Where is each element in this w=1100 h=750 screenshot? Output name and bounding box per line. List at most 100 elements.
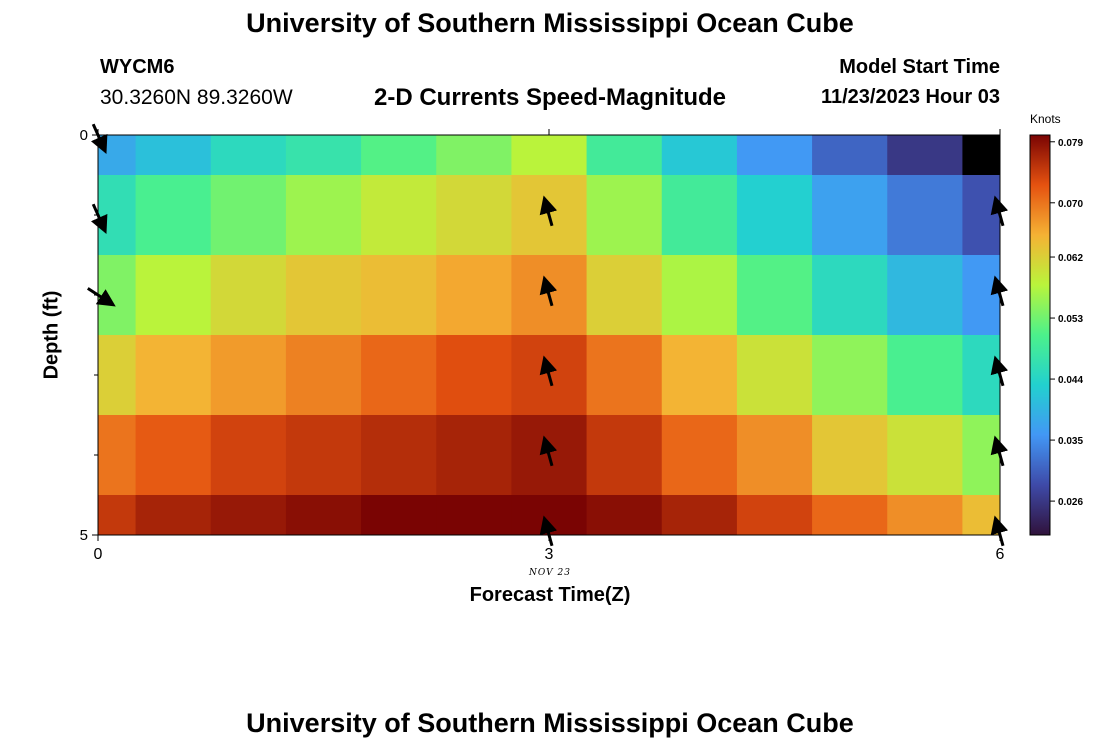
heatmap-cell [887,415,963,496]
current-vector-arrow [539,275,558,307]
heatmap-cell [436,175,512,256]
heatmap-cell [887,135,963,176]
heatmap-cell [812,135,888,176]
y-axis-label: Depth (ft) [40,290,63,380]
colorbar-tick-label: 0.035 [1058,436,1083,447]
current-vector-arrow [539,355,558,387]
heatmap-cell [98,415,137,496]
heatmap-cell [285,335,362,416]
heatmap-cell [586,415,663,496]
y-tick-label: 0 [80,127,88,144]
heatmap-cell [736,495,813,536]
heatmap-cell [586,135,663,176]
heatmap-cell [210,135,287,176]
heatmap-cell [285,135,362,176]
heatmap-cell [661,175,738,256]
colorbar-tick-label: 0.053 [1058,314,1083,325]
heatmap-cell [361,495,437,536]
colorbar-tick-label: 0.070 [1058,199,1083,210]
station-coordinates: 30.3260N 89.3260W [100,86,293,109]
heatmap-cell [436,495,512,536]
heatmap-cell [962,415,1001,496]
heatmap-cell [887,495,963,536]
heatmap-cell [98,175,137,256]
heatmap-cell [736,335,813,416]
heatmap-cell [736,255,813,336]
heatmap-cell [98,335,137,416]
heatmap-cell [812,175,888,256]
current-vector-arrow [539,435,558,467]
heatmap-cell [361,335,437,416]
heatmap-cell [812,415,888,496]
heatmap-cell [436,135,512,176]
x-tick-label: 6 [996,546,1005,563]
heatmap-cell [736,415,813,496]
x-tick-label: 0 [94,546,103,563]
heatmap-cell [135,255,212,336]
colorbar-tick-label: 0.079 [1058,138,1083,149]
heatmap-cell [135,415,212,496]
heatmap-cell [887,335,963,416]
current-vector-arrow [539,195,558,227]
heatmap-cell [812,255,888,336]
colorbar-tick-label: 0.026 [1058,497,1083,508]
footer-title: University of Southern Mississippi Ocean… [246,708,854,738]
model-start-value: 11/23/2023 Hour 03 [820,86,1000,108]
model-start-label: Model Start Time [839,56,1000,78]
heatmap-cell [962,495,1001,536]
heatmap-cell [361,175,437,256]
heatmap-cell [661,335,738,416]
heatmap-cell [436,415,512,496]
heatmap-cell [962,335,1001,416]
heatmap-cell [887,255,963,336]
heatmap-cell [135,335,212,416]
heatmap-cell [661,415,738,496]
heatmap-cell [210,495,287,536]
heatmap-cell [962,175,1001,256]
colorbar-label: Knots [1030,112,1061,126]
heatmap-cell [661,255,738,336]
heatmap-cell [135,495,212,536]
heatmap-cell [210,255,287,336]
heatmap-cell [736,175,813,256]
heatmap-cell [436,335,512,416]
x-date-label: NOV 23 [529,568,571,578]
heatmap-cell [285,415,362,496]
x-axis-label: Forecast Time(Z) [469,584,631,606]
heatmap-cell [135,175,212,256]
heatmap-cell [586,495,663,536]
heatmap-cell [511,135,588,176]
y-tick-label: 5 [80,527,88,544]
heatmap-cell [135,135,212,176]
heatmap-cell [511,495,588,536]
heatmap-cell [661,495,738,536]
heatmap-cell [586,255,663,336]
heatmap-cell [210,175,287,256]
chart-subtitle: 2-D Currents Speed-Magnitude [373,84,727,111]
heatmap-cell [586,175,663,256]
chart-title: University of Southern Mississippi Ocean… [246,8,854,38]
heatmap-cell [285,175,362,256]
heatmap-cell [436,255,512,336]
x-tick-label: 3 [545,546,554,563]
heatmap-cell [98,255,137,336]
colorbar-tick-label: 0.062 [1058,253,1083,264]
heatmap-cell [361,255,437,336]
heatmap-cell [98,495,137,536]
heatmap-cell [962,255,1001,336]
heatmap-cell [736,135,813,176]
heatmap-cell [285,495,362,536]
heatmap-cell [98,135,137,176]
colorbar-tick-label: 0.044 [1058,375,1083,386]
heatmap-cell [210,335,287,416]
heatmap-cell [812,495,888,536]
colorbar [1029,134,1051,536]
heatmap-cell [887,175,963,256]
heatmap-cell [812,335,888,416]
heatmap-cell [661,135,738,176]
heatmap-cell [361,135,437,176]
heatmap-cell [210,415,287,496]
heatmap-cell [962,135,1001,176]
heatmap-cell [285,255,362,336]
